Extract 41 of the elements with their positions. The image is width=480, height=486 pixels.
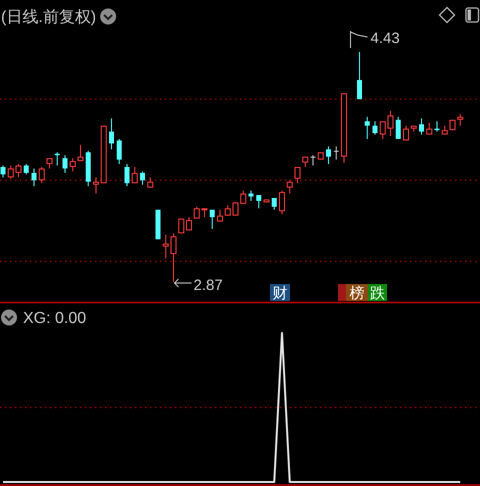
text: 榜 bbox=[350, 285, 364, 302]
chart-title: XG: 0.00 bbox=[23, 310, 86, 327]
candlestick bbox=[62, 154, 68, 174]
candlestick bbox=[210, 209, 215, 230]
candlestick bbox=[109, 118, 114, 150]
text: 4.43 bbox=[370, 30, 400, 47]
candlestick bbox=[24, 164, 29, 175]
candlestick bbox=[132, 166, 138, 184]
candlestick bbox=[396, 116, 401, 140]
candlestick bbox=[124, 164, 130, 187]
candlestick bbox=[372, 120, 378, 136]
candlestick bbox=[240, 190, 246, 204]
candlestick bbox=[364, 116, 370, 140]
candlestick bbox=[78, 144, 84, 162]
candlestick bbox=[457, 113, 464, 126]
candlestick bbox=[286, 180, 293, 194]
candlestick bbox=[54, 152, 60, 166]
candlestick bbox=[334, 146, 339, 160]
candlestick bbox=[140, 170, 145, 186]
candlestick bbox=[326, 146, 331, 165]
candlestick bbox=[434, 120, 440, 132]
candlestick bbox=[294, 166, 300, 184]
candlestick bbox=[70, 158, 76, 172]
candlestick bbox=[279, 190, 285, 215]
candlestick bbox=[46, 158, 52, 169]
candlestick bbox=[419, 118, 424, 136]
candlestick bbox=[38, 166, 45, 184]
candlestick bbox=[256, 194, 262, 209]
candlestick bbox=[357, 52, 362, 100]
text: 跌 bbox=[370, 285, 385, 302]
chart-title: (日线.前复权) bbox=[1, 8, 96, 26]
candlestick bbox=[116, 138, 122, 165]
candlestick bbox=[310, 154, 316, 166]
candlestick bbox=[248, 190, 254, 202]
candlestick bbox=[93, 176, 99, 194]
candlestick bbox=[0, 165, 6, 178]
candlestick bbox=[32, 168, 36, 187]
candlestick bbox=[302, 156, 308, 168]
annotation: 2.87 bbox=[194, 277, 223, 294]
text: 财 bbox=[272, 285, 288, 302]
candlestick bbox=[403, 125, 409, 141]
